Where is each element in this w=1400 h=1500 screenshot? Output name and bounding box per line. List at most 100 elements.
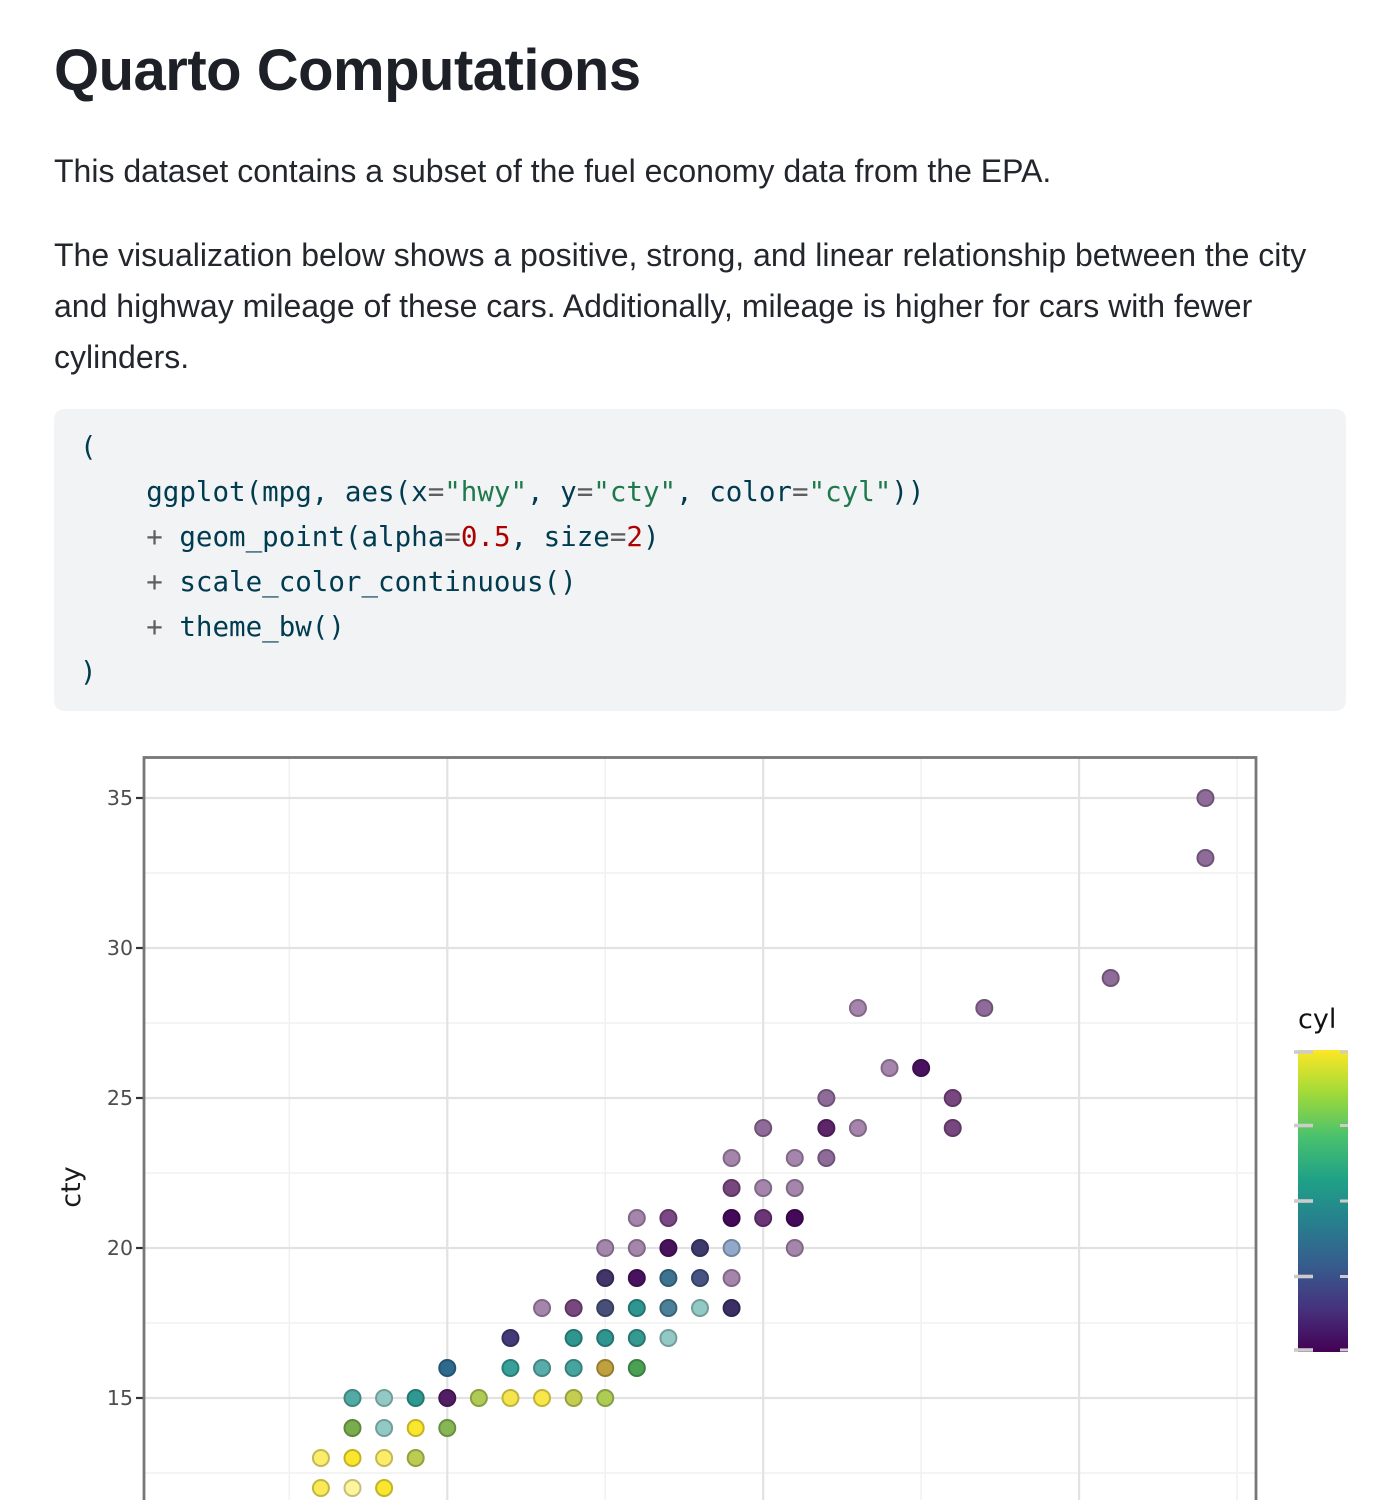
scatter-plot-figure: 35 30 25 20 15 cty cyl [0,740,1400,1500]
y-axis-tick-label: 15 [107,1386,133,1410]
data-point [627,1328,646,1347]
code-token: geom_point(alpha [162,520,445,553]
data-point [406,1418,425,1437]
data-point [406,1388,425,1407]
data-point [754,1208,773,1227]
data-point [343,1418,362,1437]
y-axis-title: cty [56,1166,87,1207]
code-token: 2 [626,520,643,553]
code-token: = [576,475,594,508]
y-axis-tick-label: 25 [107,1086,133,1110]
code-token: ) [642,520,660,553]
code-token: "cty" [593,475,677,508]
data-point [533,1358,552,1377]
data-point [659,1268,678,1287]
scatter-plot: 35 30 25 20 15 cty cyl [56,755,1348,1500]
code-token: ) [80,655,97,688]
gridlines-major [144,757,1256,1500]
code-token: + [146,610,163,643]
code-token: "cyl" [808,475,892,508]
data-point [1196,848,1215,867]
code-token: ggplot(mpg, aes(x [80,475,428,508]
data-point [722,1268,741,1287]
data-point [469,1388,488,1407]
data-point [375,1388,394,1407]
data-point [722,1208,741,1227]
data-point [406,1448,425,1467]
data-point [817,1148,836,1167]
data-point [627,1358,646,1377]
data-point [343,1448,362,1467]
code-token: ( [80,430,97,463]
code-token: + [146,565,163,598]
code-token [80,521,146,553]
data-point [722,1178,741,1197]
data-point [596,1268,615,1287]
code-token: = [444,520,461,553]
data-point [627,1208,646,1227]
data-point [722,1148,741,1167]
gridlines-minor [144,757,1256,1500]
data-point [943,1118,962,1137]
code-block: ( ggplot(mpg, aes(x="hwy", y="cty", colo… [54,408,1346,711]
data-point [438,1418,457,1437]
data-point [912,1058,931,1077]
data-point [533,1388,552,1407]
code-token: = [791,475,809,508]
data-point [596,1238,615,1257]
data-point [438,1388,457,1407]
data-point [501,1388,520,1407]
code-token [80,566,146,598]
y-axis-tick-label: 20 [107,1236,133,1260]
data-point [501,1358,520,1377]
data-point [943,1088,962,1107]
data-point [1101,968,1120,987]
data-point [1196,788,1215,807]
page-title: Quarto Computations [54,38,641,103]
code-token: "hwy" [444,475,528,508]
data-point [343,1478,362,1497]
code: ( ggplot(mpg, aes(x="hwy", y="cty", colo… [80,431,924,688]
code-token [80,611,146,643]
data-point [564,1298,583,1317]
data-point [596,1388,615,1407]
code-token: , y [527,475,577,508]
data-point [596,1328,615,1347]
data-point [596,1358,615,1377]
y-axis-tick-label: 35 [107,786,133,810]
data-point [311,1478,330,1497]
data-point [722,1298,741,1317]
data-point [754,1118,773,1137]
data-points [311,788,1215,1497]
data-point [375,1448,394,1467]
data-point [785,1178,804,1197]
data-point [722,1238,741,1257]
data-point [596,1298,615,1317]
data-point [564,1388,583,1407]
data-point [975,998,994,1017]
plot-panel [144,757,1256,1500]
data-point [691,1238,709,1257]
data-point [754,1178,773,1197]
code-token: 0.5 [460,520,511,553]
data-point [375,1418,394,1437]
data-point [848,1118,867,1137]
data-point [564,1328,583,1347]
code-token: , size [510,520,610,553]
data-point [659,1238,678,1257]
code-token: = [609,520,627,553]
panel-border [142,755,1258,1500]
legend-ticks [1294,1049,1348,1352]
legend-title: cyl [1298,1004,1336,1035]
data-point [375,1478,394,1497]
code-token: + [146,520,163,553]
data-point [785,1238,804,1257]
data-point [691,1298,709,1317]
code-token: = [427,475,445,508]
code-token: theme_bw() [162,610,345,643]
code-token: scale_color_continuous() [162,565,577,598]
data-point [691,1268,709,1287]
intro-paragraph: This dataset contains a subset of the fu… [54,152,1052,189]
y-axis: 35 30 25 20 15 [107,786,144,1410]
data-point [817,1088,836,1107]
